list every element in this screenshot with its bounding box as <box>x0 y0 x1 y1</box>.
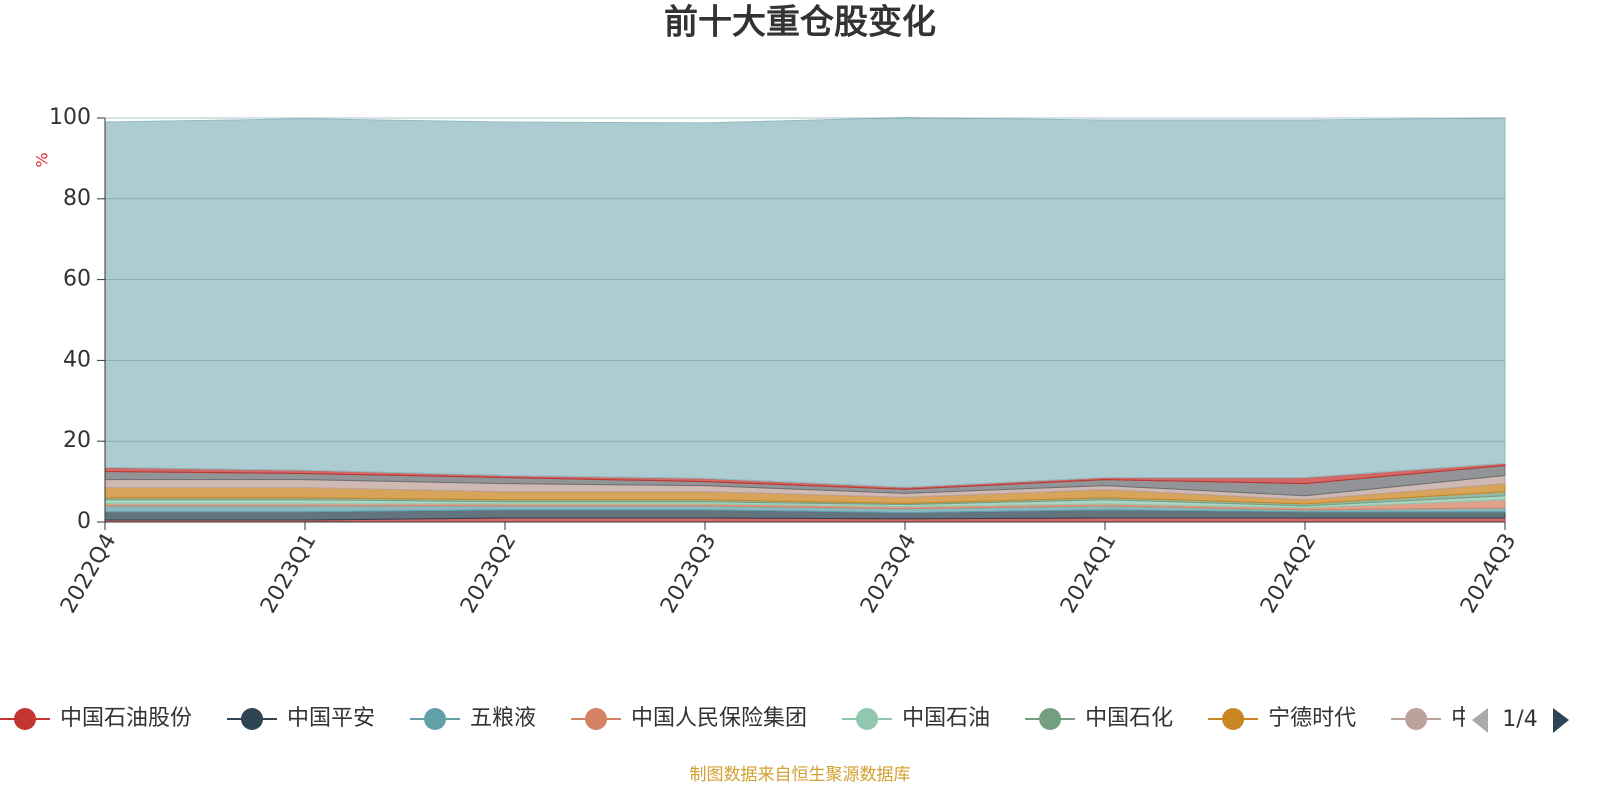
legend-marker <box>241 708 264 730</box>
legend-label: 宁德时代 <box>1268 706 1356 731</box>
plot <box>104 117 1506 523</box>
legend: 中国石油股份 中国平安 五粮液 中国人民保险集团 中国石油 中国石化 宁德时代 中国中 <box>0 706 1517 731</box>
y-axis-label: % <box>33 152 52 167</box>
x-tick-label: 2023Q1 <box>256 530 321 618</box>
legend-label: 中国石化 <box>1085 706 1173 731</box>
chart-title: 前十大重仓股变化 <box>664 3 936 43</box>
y-tick-label: 0 <box>77 509 91 534</box>
x-tick-label: 2024Q1 <box>1056 530 1121 618</box>
footer: 制图数据来自恒生聚源数据库 <box>690 765 911 785</box>
legend-page: 1/4 <box>1502 707 1537 732</box>
x-tick-label: 2023Q3 <box>656 530 721 618</box>
x-tick-label: 2023Q2 <box>456 530 521 618</box>
x-tick-label: 2023Q4 <box>856 530 921 618</box>
legend-marker <box>1405 708 1428 730</box>
y-tick-label: 100 <box>49 105 91 130</box>
x-tick-label: 2022Q4 <box>56 530 121 618</box>
legend-marker <box>1222 708 1245 730</box>
legend-label: 中国人民保险集团 <box>631 706 807 731</box>
area <box>104 117 1506 488</box>
legend-next[interactable] <box>1553 708 1569 733</box>
legend-marker <box>1039 708 1062 730</box>
legend-prev[interactable] <box>1472 708 1488 733</box>
legend-marker <box>424 708 447 730</box>
y-tick-label: 80 <box>63 186 91 211</box>
legend-label: 中国石油 <box>902 706 990 731</box>
legend-label: 中国石油股份 <box>60 706 192 731</box>
legend-label: 中国平安 <box>287 706 375 731</box>
legend-label: 五粮液 <box>470 706 536 731</box>
y-tick-label: 60 <box>63 267 91 292</box>
legend-marker <box>14 708 36 730</box>
x-tick-label: 2024Q2 <box>1256 530 1321 618</box>
legend-label: 中国中 <box>1451 706 1517 731</box>
x-tick-label: 2024Q3 <box>1456 530 1521 618</box>
legend-marker <box>585 708 608 730</box>
y-tick-label: 40 <box>63 347 91 372</box>
y-tick-label: 20 <box>63 428 91 453</box>
legend-marker <box>856 708 879 730</box>
